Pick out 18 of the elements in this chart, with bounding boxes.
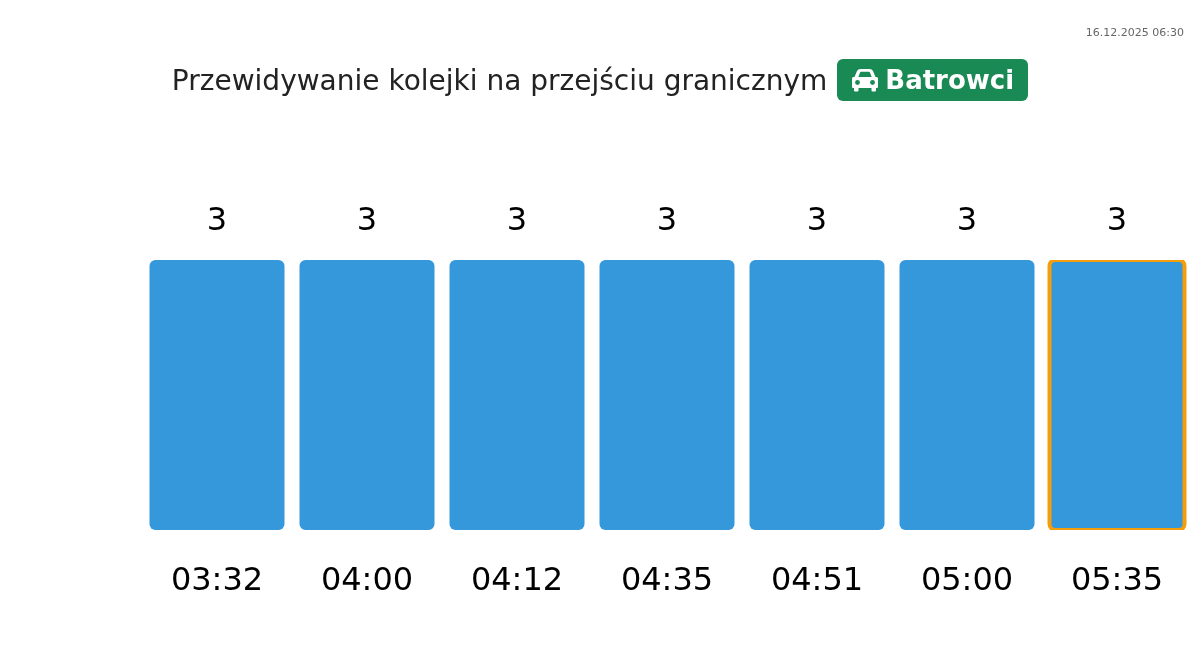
data-label: 3 xyxy=(956,200,978,238)
data-label: 3 xyxy=(506,200,528,238)
x-tick-label: 04:51 xyxy=(770,559,864,598)
x-tick-label: 04:00 xyxy=(320,559,414,598)
data-label: 3 xyxy=(806,200,828,238)
x-tick-label: 04:35 xyxy=(620,559,714,598)
data-label: 3 xyxy=(356,200,378,238)
data-label: 3 xyxy=(206,200,228,238)
text: 16.12.2025 06:30 xyxy=(1085,26,1184,39)
x-tick-label: 04:12 xyxy=(470,559,564,598)
x-tick-label: 03:32 xyxy=(170,559,264,598)
chart-title: Przewidywanie kolejki na przejściu granicznym xyxy=(171,63,828,97)
data-label: 3 xyxy=(656,200,678,238)
chart-subtitle: Batrowci xyxy=(885,65,1015,95)
x-tick-label: 05:00 xyxy=(920,559,1014,598)
data-label: 3 xyxy=(1106,200,1128,238)
badge: Batrowci xyxy=(837,59,1029,101)
x-tick-label: 05:35 xyxy=(1070,559,1164,598)
